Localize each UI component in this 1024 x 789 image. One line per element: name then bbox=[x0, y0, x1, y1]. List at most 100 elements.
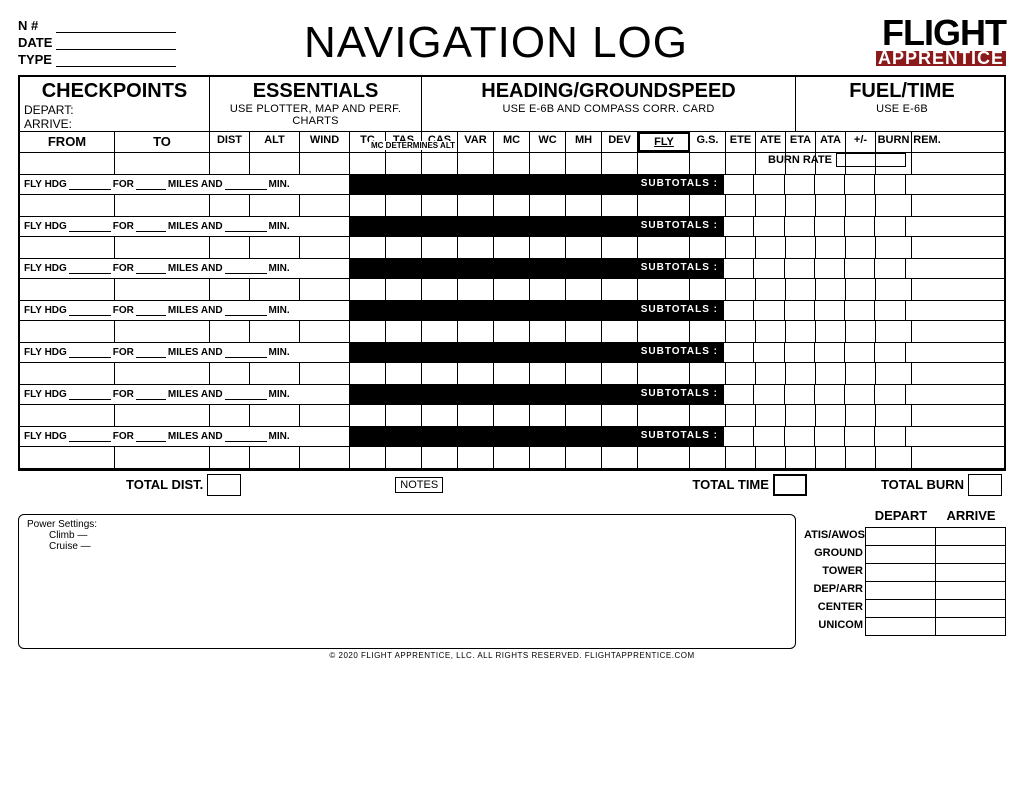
cell[interactable] bbox=[386, 405, 422, 426]
cell[interactable] bbox=[690, 153, 726, 174]
cell[interactable] bbox=[912, 279, 942, 300]
freq-arrive-cell[interactable] bbox=[935, 545, 1006, 564]
total-dist-box[interactable] bbox=[207, 474, 241, 496]
cell[interactable] bbox=[210, 363, 250, 384]
cell[interactable] bbox=[876, 237, 912, 258]
cell[interactable] bbox=[250, 153, 300, 174]
cell[interactable] bbox=[350, 195, 386, 216]
cell[interactable] bbox=[756, 237, 786, 258]
cell[interactable] bbox=[876, 321, 912, 342]
cell[interactable] bbox=[816, 363, 846, 384]
cell[interactable] bbox=[786, 405, 816, 426]
cell[interactable] bbox=[876, 405, 912, 426]
subtotal-cell[interactable] bbox=[845, 385, 875, 404]
cell[interactable] bbox=[250, 321, 300, 342]
subtotal-cell[interactable] bbox=[724, 175, 754, 194]
subtotal-cell[interactable] bbox=[906, 301, 936, 320]
cell[interactable] bbox=[602, 405, 638, 426]
cell[interactable] bbox=[494, 195, 530, 216]
cell[interactable] bbox=[458, 153, 494, 174]
cell[interactable] bbox=[115, 321, 210, 342]
cell[interactable] bbox=[602, 447, 638, 468]
cell[interactable] bbox=[115, 405, 210, 426]
cell[interactable] bbox=[602, 279, 638, 300]
cell[interactable] bbox=[494, 447, 530, 468]
cell[interactable] bbox=[422, 237, 458, 258]
cell[interactable] bbox=[912, 153, 942, 174]
cell[interactable] bbox=[458, 321, 494, 342]
cell[interactable] bbox=[115, 237, 210, 258]
subtotal-cell[interactable] bbox=[845, 301, 875, 320]
cell[interactable] bbox=[816, 195, 846, 216]
cell[interactable] bbox=[300, 195, 350, 216]
cell[interactable] bbox=[638, 195, 690, 216]
freq-arrive-cell[interactable] bbox=[935, 581, 1006, 600]
cell[interactable] bbox=[20, 447, 115, 468]
subtotal-cell[interactable] bbox=[906, 343, 936, 362]
cell[interactable] bbox=[876, 363, 912, 384]
cell[interactable] bbox=[210, 237, 250, 258]
cell[interactable] bbox=[530, 447, 566, 468]
cell[interactable] bbox=[638, 447, 690, 468]
cell[interactable] bbox=[690, 195, 726, 216]
cell[interactable] bbox=[386, 279, 422, 300]
cell[interactable] bbox=[638, 237, 690, 258]
cell[interactable] bbox=[690, 279, 726, 300]
subtotal-cell[interactable] bbox=[875, 427, 905, 446]
subtotal-cell[interactable] bbox=[875, 301, 905, 320]
cell[interactable] bbox=[250, 279, 300, 300]
cell[interactable] bbox=[210, 447, 250, 468]
cell[interactable] bbox=[422, 195, 458, 216]
subtotal-cell[interactable] bbox=[906, 427, 936, 446]
subtotal-cell[interactable] bbox=[785, 385, 815, 404]
cell[interactable] bbox=[726, 405, 756, 426]
cell[interactable] bbox=[300, 321, 350, 342]
cell[interactable] bbox=[846, 447, 876, 468]
cell[interactable] bbox=[422, 321, 458, 342]
subtotal-cell[interactable] bbox=[815, 217, 845, 236]
notes-box[interactable]: Power Settings: Climb — Cruise — bbox=[18, 514, 796, 649]
cell[interactable] bbox=[638, 153, 690, 174]
cell[interactable] bbox=[386, 237, 422, 258]
cell[interactable] bbox=[690, 363, 726, 384]
cell[interactable] bbox=[422, 279, 458, 300]
subtotal-cell[interactable] bbox=[724, 301, 754, 320]
subtotal-cell[interactable] bbox=[724, 343, 754, 362]
cell[interactable] bbox=[912, 363, 942, 384]
cell[interactable] bbox=[602, 195, 638, 216]
cell[interactable] bbox=[530, 279, 566, 300]
cell[interactable] bbox=[250, 237, 300, 258]
cell[interactable] bbox=[912, 447, 942, 468]
cell[interactable] bbox=[300, 363, 350, 384]
cell[interactable] bbox=[566, 153, 602, 174]
subtotal-cell[interactable] bbox=[875, 217, 905, 236]
cell[interactable] bbox=[458, 279, 494, 300]
cell[interactable] bbox=[386, 153, 422, 174]
cell[interactable] bbox=[816, 237, 846, 258]
cell[interactable] bbox=[20, 153, 115, 174]
subtotal-cell[interactable] bbox=[785, 301, 815, 320]
freq-depart-cell[interactable] bbox=[865, 599, 936, 618]
subtotal-cell[interactable] bbox=[724, 385, 754, 404]
cell[interactable] bbox=[250, 405, 300, 426]
cell[interactable] bbox=[786, 237, 816, 258]
cell[interactable] bbox=[602, 153, 638, 174]
cell[interactable] bbox=[386, 321, 422, 342]
subtotal-cell[interactable] bbox=[754, 343, 784, 362]
subtotal-cell[interactable] bbox=[785, 343, 815, 362]
cell[interactable] bbox=[566, 447, 602, 468]
subtotal-cell[interactable] bbox=[906, 385, 936, 404]
subtotal-cell[interactable] bbox=[724, 259, 754, 278]
cell[interactable] bbox=[458, 237, 494, 258]
cell[interactable] bbox=[786, 279, 816, 300]
cell[interactable] bbox=[602, 321, 638, 342]
cell[interactable] bbox=[756, 195, 786, 216]
cell[interactable] bbox=[530, 237, 566, 258]
cell[interactable] bbox=[20, 321, 115, 342]
cell[interactable] bbox=[494, 363, 530, 384]
cell[interactable] bbox=[846, 237, 876, 258]
cell[interactable] bbox=[20, 237, 115, 258]
cell[interactable] bbox=[846, 321, 876, 342]
cell[interactable] bbox=[786, 447, 816, 468]
freq-depart-cell[interactable] bbox=[865, 563, 936, 582]
